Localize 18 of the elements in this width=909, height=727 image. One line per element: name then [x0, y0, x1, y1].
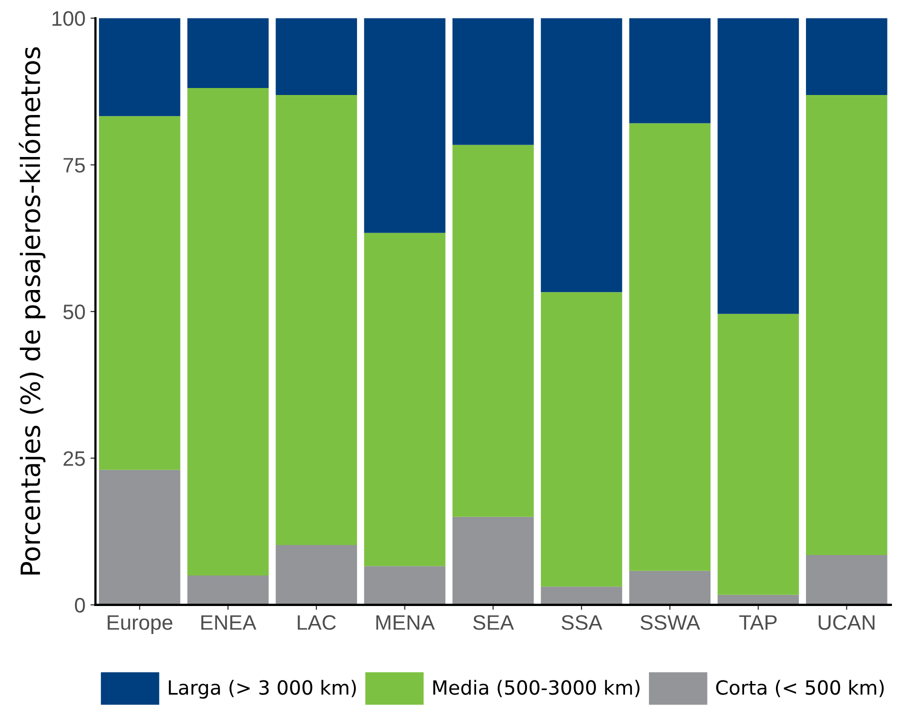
x-tick-label: Europe [108, 615, 172, 634]
y-tick-label: 0 [74, 598, 85, 613]
x-tick-label: SEA [473, 615, 514, 630]
legend-label: Corta (< 500 km) [716, 680, 884, 698]
y-tick-label: 100 [52, 11, 85, 26]
x-tick-label: MENA [376, 615, 435, 630]
y-tick-label: 50 [63, 304, 85, 320]
x-tick-label: ENEA [201, 615, 256, 630]
x-tick-label: UCAN [818, 615, 874, 630]
x-tick-label: SSWA [640, 615, 700, 630]
legend-label: Larga (> 3 000 km) [168, 680, 356, 699]
y-tick-label: 75 [64, 158, 85, 173]
y-axis-title: Porcentajes (%) de pasajeros-kilómetros [18, 47, 46, 574]
x-tick-label: LAC [298, 615, 336, 630]
legend-label: Media (500-3000 km) [433, 680, 640, 698]
x-tick-label: SSA [562, 615, 602, 630]
y-tick-label: 25 [64, 451, 85, 466]
x-tick-label: TAP [739, 615, 777, 630]
